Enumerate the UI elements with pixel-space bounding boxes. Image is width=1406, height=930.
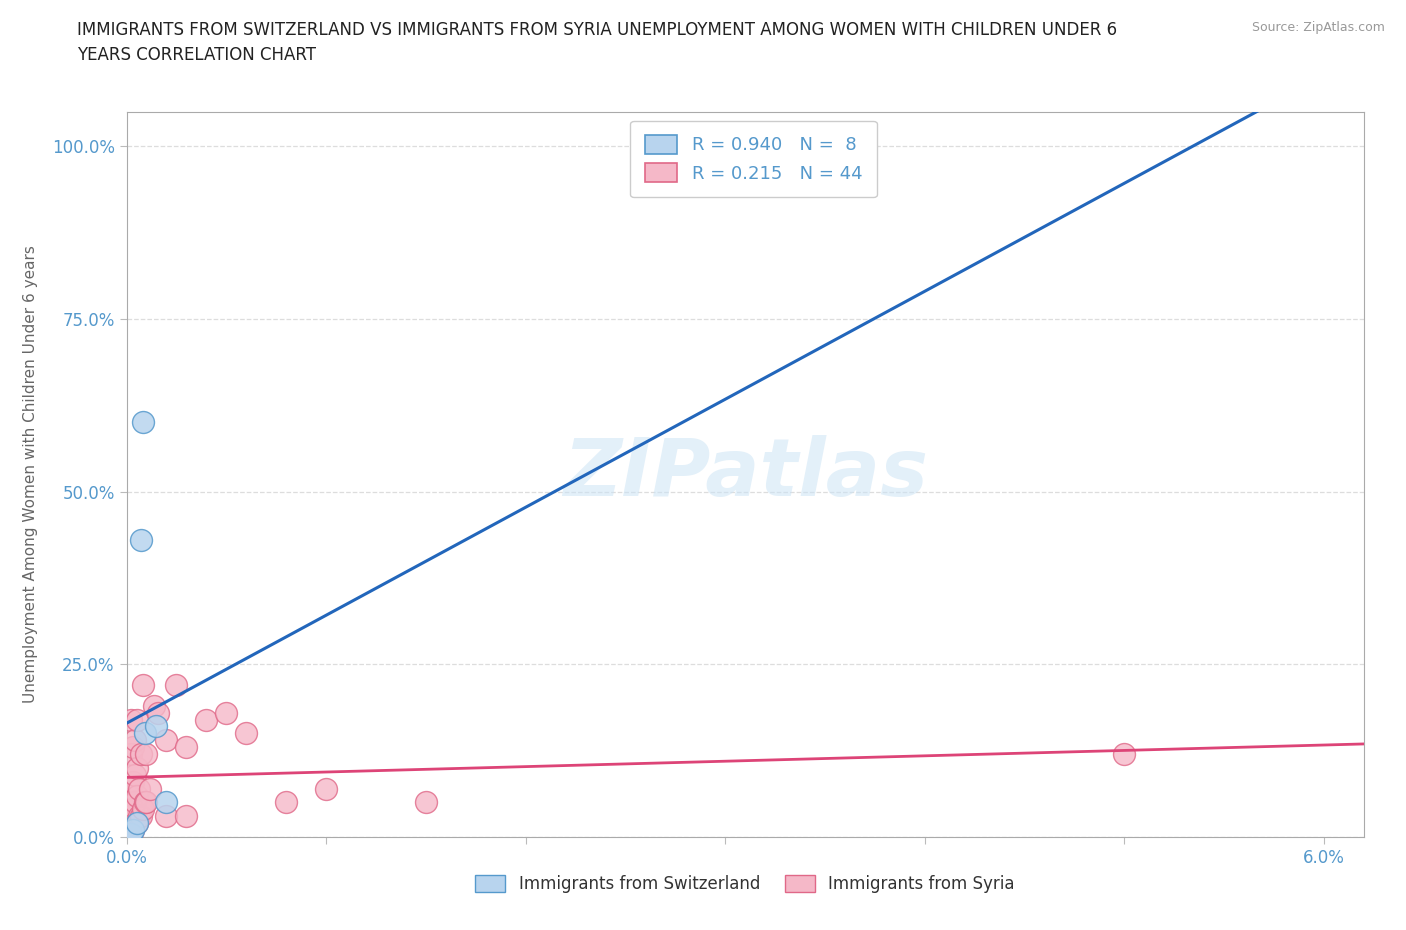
Legend: Immigrants from Switzerland, Immigrants from Syria: Immigrants from Switzerland, Immigrants … [467,867,1024,901]
Point [117,826,139,841]
Point [176,809,198,824]
Point [129,533,152,548]
Point [125,816,148,830]
Point [125,712,148,727]
Point [128,781,150,796]
Point [120,712,142,727]
Point [134,795,156,810]
Point [125,816,148,830]
Point [415,795,437,810]
Text: YEARS CORRELATION CHART: YEARS CORRELATION CHART [77,46,316,64]
Point [148,705,170,720]
Point [134,726,156,741]
Point [124,733,146,748]
Point [131,415,153,430]
Point [131,678,153,693]
Point [1114,747,1136,762]
Text: ZIPatlas: ZIPatlas [562,435,928,513]
Text: Source: ZipAtlas.com: Source: ZipAtlas.com [1251,21,1385,34]
Point [120,830,142,844]
Point [276,795,298,810]
Point [117,816,139,830]
Point [195,712,218,727]
Point [131,802,153,817]
Point [120,826,142,841]
Point [165,678,187,693]
Point [176,739,198,754]
Text: IMMIGRANTS FROM SWITZERLAND VS IMMIGRANTS FROM SYRIA UNEMPLOYMENT AMONG WOMEN WI: IMMIGRANTS FROM SWITZERLAND VS IMMIGRANT… [77,21,1118,39]
Point [129,809,152,824]
Point [124,767,146,782]
Point [145,719,167,734]
Point [215,705,238,720]
Point [121,802,143,817]
Point [129,747,152,762]
Point [139,781,162,796]
Point [155,795,177,810]
Point [124,795,146,810]
Point [155,809,177,824]
Point [135,747,157,762]
Point [121,739,143,754]
Point [117,788,139,803]
Point [121,823,143,838]
Point [135,795,157,810]
Point [315,781,337,796]
Point [121,823,143,838]
Point [128,809,150,824]
Point [124,816,146,830]
Point [143,698,166,713]
Point [120,781,142,796]
Point [125,788,148,803]
Point [120,809,142,824]
Y-axis label: Unemployment Among Women with Children Under 6 years: Unemployment Among Women with Children U… [22,246,38,703]
Point [120,747,142,762]
Point [125,761,148,776]
Point [155,733,177,748]
Point [121,775,143,790]
Point [235,726,257,741]
